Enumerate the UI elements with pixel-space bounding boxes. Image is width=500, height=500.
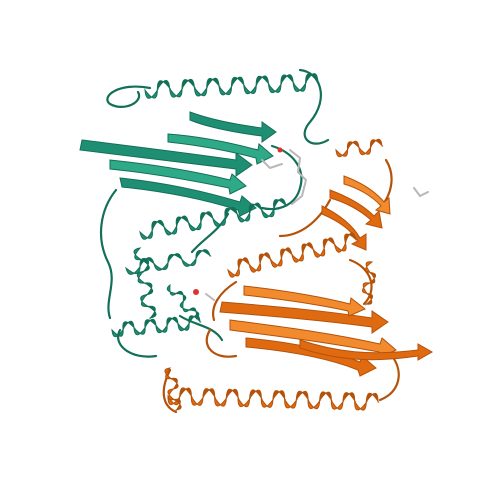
helix-turn: [369, 138, 384, 149]
chain-b-beta-sheet: [219, 285, 434, 377]
chain-b-helix-middle: [227, 232, 358, 278]
helix-turn: [365, 392, 380, 404]
chain-a-ribbon: [79, 68, 330, 358]
chain-a-helix-small: [166, 283, 200, 320]
chain-a-helix-middle-1: [139, 198, 288, 240]
ligand-sticks: [193, 147, 429, 301]
chain-a-beta-sheet: [79, 111, 277, 217]
helix-turn: [195, 249, 212, 260]
chain-a-helix-top: [144, 73, 320, 99]
chain-b-loops: [162, 158, 400, 414]
chain-b-helix-vertical: [361, 261, 377, 306]
helix-turn: [273, 198, 288, 210]
chain-a-helix-middle-2: [125, 249, 212, 275]
chain-b-ribbon: [162, 138, 434, 414]
helix-turn: [146, 305, 157, 320]
helix-turn: [173, 398, 182, 412]
chain-b-helix-top-right: [335, 138, 384, 158]
chain-b-helix-bottom: [167, 387, 380, 411]
chain-b-helix-left-vertical: [164, 367, 182, 412]
chain-a-helix-lower: [111, 314, 202, 338]
helix-turn: [305, 73, 320, 85]
chain-a-helix-left-vertical: [133, 247, 157, 320]
helix-turn: [344, 232, 358, 245]
helix-turn: [365, 292, 374, 306]
helix-turn: [188, 307, 200, 320]
chain-b-small-sheet: [321, 175, 391, 251]
